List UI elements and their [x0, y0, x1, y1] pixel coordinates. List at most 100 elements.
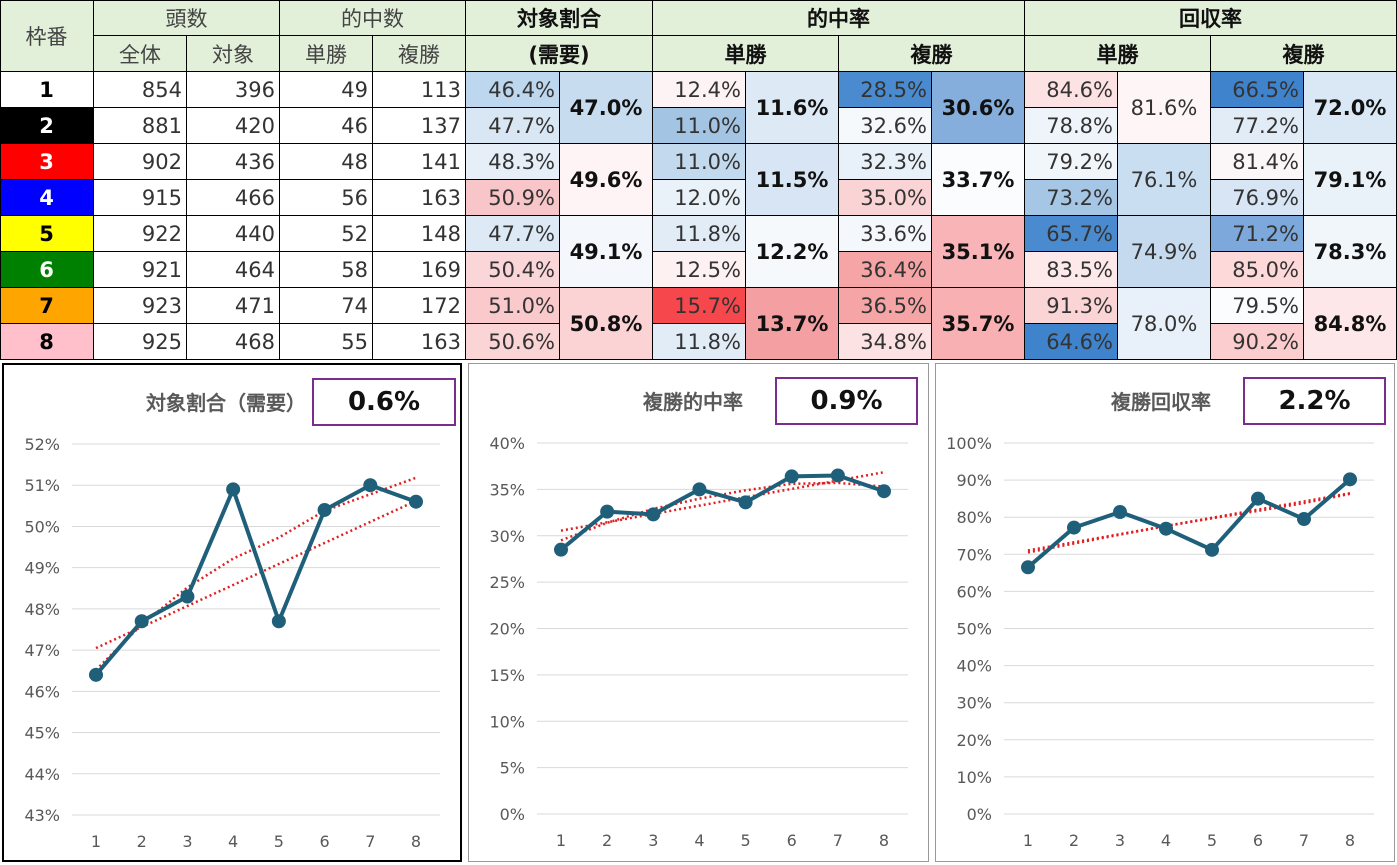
cell-hitrate-win-pair[interactable]: 11.5% [746, 144, 839, 216]
cell-hits-win[interactable]: 52 [280, 216, 373, 252]
cell-tosu-all[interactable]: 923 [94, 288, 187, 324]
cell-hitrate-win[interactable]: 12.0% [653, 180, 746, 216]
header-hits-place[interactable]: 複勝 [373, 36, 466, 72]
cell-hitrate-place[interactable]: 32.3% [839, 144, 932, 180]
cell-recovery-place[interactable]: 77.2% [1211, 108, 1304, 144]
waku-cell[interactable]: 3 [0, 144, 94, 180]
cell-hitrate-place-pair[interactable]: 35.1% [932, 216, 1025, 288]
cell-recovery-place[interactable]: 76.9% [1211, 180, 1304, 216]
cell-tosu-target[interactable]: 471 [187, 288, 280, 324]
cell-share-pair[interactable]: 49.6% [560, 144, 653, 216]
cell-tosu-target[interactable]: 468 [187, 324, 280, 360]
cell-tosu-target[interactable]: 396 [187, 72, 280, 108]
cell-hits-place[interactable]: 163 [373, 180, 466, 216]
cell-share[interactable]: 51.0% [466, 288, 560, 324]
cell-share-pair[interactable]: 47.0% [560, 72, 653, 144]
cell-hitrate-place-pair[interactable]: 33.7% [932, 144, 1025, 216]
cell-tosu-target[interactable]: 436 [187, 144, 280, 180]
cell-hits-place[interactable]: 148 [373, 216, 466, 252]
cell-share[interactable]: 48.3% [466, 144, 560, 180]
cell-recovery-win[interactable]: 91.3% [1025, 288, 1118, 324]
header-hitrate-win[interactable]: 単勝 [653, 36, 839, 72]
waku-cell[interactable]: 6 [0, 252, 94, 288]
cell-tosu-target[interactable]: 440 [187, 216, 280, 252]
cell-recovery-place[interactable]: 79.5% [1211, 288, 1304, 324]
cell-hitrate-win-pair[interactable]: 13.7% [746, 288, 839, 360]
header-hits[interactable]: 的中数 [280, 0, 466, 36]
cell-hits-place[interactable]: 169 [373, 252, 466, 288]
waku-cell[interactable]: 1 [0, 72, 94, 108]
cell-recovery-win-pair[interactable]: 76.1% [1118, 144, 1211, 216]
header-share[interactable]: 対象割合 [466, 0, 653, 36]
cell-recovery-place[interactable]: 90.2% [1211, 324, 1304, 360]
cell-recovery-win[interactable]: 64.6% [1025, 324, 1118, 360]
waku-cell[interactable]: 7 [0, 288, 94, 324]
cell-hits-place[interactable]: 113 [373, 72, 466, 108]
cell-recovery-place-pair[interactable]: 72.0% [1304, 72, 1397, 144]
cell-hitrate-win-pair[interactable]: 11.6% [746, 72, 839, 144]
header-tosu-all[interactable]: 全体 [94, 36, 187, 72]
cell-hits-win[interactable]: 58 [280, 252, 373, 288]
cell-tosu-target[interactable]: 464 [187, 252, 280, 288]
cell-hitrate-place[interactable]: 34.8% [839, 324, 932, 360]
header-waku[interactable]: 枠番 [0, 0, 94, 72]
cell-recovery-win[interactable]: 83.5% [1025, 252, 1118, 288]
cell-recovery-win[interactable]: 65.7% [1025, 216, 1118, 252]
cell-share[interactable]: 50.9% [466, 180, 560, 216]
cell-share[interactable]: 46.4% [466, 72, 560, 108]
cell-tosu-all[interactable]: 921 [94, 252, 187, 288]
cell-hitrate-place[interactable]: 36.5% [839, 288, 932, 324]
header-hitrate-place[interactable]: 複勝 [839, 36, 1025, 72]
cell-tosu-all[interactable]: 922 [94, 216, 187, 252]
cell-recovery-win[interactable]: 84.6% [1025, 72, 1118, 108]
cell-share[interactable]: 47.7% [466, 108, 560, 144]
cell-tosu-all[interactable]: 915 [94, 180, 187, 216]
waku-cell[interactable]: 8 [0, 324, 94, 360]
cell-hitrate-place-pair[interactable]: 35.7% [932, 288, 1025, 360]
cell-hitrate-place[interactable]: 36.4% [839, 252, 932, 288]
chart-panel-place-hitrate[interactable]: 複勝的中率 0.9% 0% 5% 10% 15% 20% 25% 30% 35% 40% 1 2 3 4… [468, 363, 929, 862]
cell-hits-win[interactable]: 46 [280, 108, 373, 144]
cell-share[interactable]: 50.4% [466, 252, 560, 288]
header-tosu[interactable]: 頭数 [94, 0, 280, 36]
cell-recovery-win[interactable]: 79.2% [1025, 144, 1118, 180]
cell-recovery-win[interactable]: 73.2% [1025, 180, 1118, 216]
cell-share[interactable]: 47.7% [466, 216, 560, 252]
cell-hits-win[interactable]: 74 [280, 288, 373, 324]
cell-hits-win[interactable]: 56 [280, 180, 373, 216]
header-recovery[interactable]: 回収率 [1025, 0, 1397, 36]
cell-recovery-win-pair[interactable]: 81.6% [1118, 72, 1211, 144]
waku-cell[interactable]: 2 [0, 108, 94, 144]
cell-tosu-target[interactable]: 420 [187, 108, 280, 144]
cell-hits-win[interactable]: 48 [280, 144, 373, 180]
cell-tosu-target[interactable]: 466 [187, 180, 280, 216]
cell-recovery-win[interactable]: 78.8% [1025, 108, 1118, 144]
cell-recovery-win-pair[interactable]: 78.0% [1118, 288, 1211, 360]
cell-hitrate-win[interactable]: 11.0% [653, 108, 746, 144]
cell-hitrate-place[interactable]: 28.5% [839, 72, 932, 108]
cell-tosu-all[interactable]: 854 [94, 72, 187, 108]
cell-hitrate-win[interactable]: 11.0% [653, 144, 746, 180]
cell-hits-place[interactable]: 141 [373, 144, 466, 180]
cell-tosu-all[interactable]: 881 [94, 108, 187, 144]
header-tosu-target[interactable]: 対象 [187, 36, 280, 72]
cell-hitrate-place[interactable]: 35.0% [839, 180, 932, 216]
header-recovery-place[interactable]: 複勝 [1211, 36, 1397, 72]
cell-hitrate-win[interactable]: 11.8% [653, 324, 746, 360]
waku-cell[interactable]: 4 [0, 180, 94, 216]
chart-panel-place-recovery[interactable]: 複勝回収率 2.2% 0% 10% 20% 30% 40% 50% 60% 70% 80% 90%… [935, 363, 1395, 862]
cell-hitrate-place[interactable]: 32.6% [839, 108, 932, 144]
cell-recovery-place-pair[interactable]: 84.8% [1304, 288, 1397, 360]
cell-recovery-place-pair[interactable]: 79.1% [1304, 144, 1397, 216]
cell-recovery-win-pair[interactable]: 74.9% [1118, 216, 1211, 288]
cell-share-pair[interactable]: 50.8% [560, 288, 653, 360]
cell-hitrate-win[interactable]: 12.4% [653, 72, 746, 108]
cell-share[interactable]: 50.6% [466, 324, 560, 360]
cell-hits-win[interactable]: 55 [280, 324, 373, 360]
header-hitrate[interactable]: 的中率 [653, 0, 1025, 36]
header-hits-win[interactable]: 単勝 [280, 36, 373, 72]
cell-hitrate-win-pair[interactable]: 12.2% [746, 216, 839, 288]
header-recovery-win[interactable]: 単勝 [1025, 36, 1211, 72]
cell-hitrate-win[interactable]: 11.8% [653, 216, 746, 252]
cell-hitrate-win[interactable]: 12.5% [653, 252, 746, 288]
